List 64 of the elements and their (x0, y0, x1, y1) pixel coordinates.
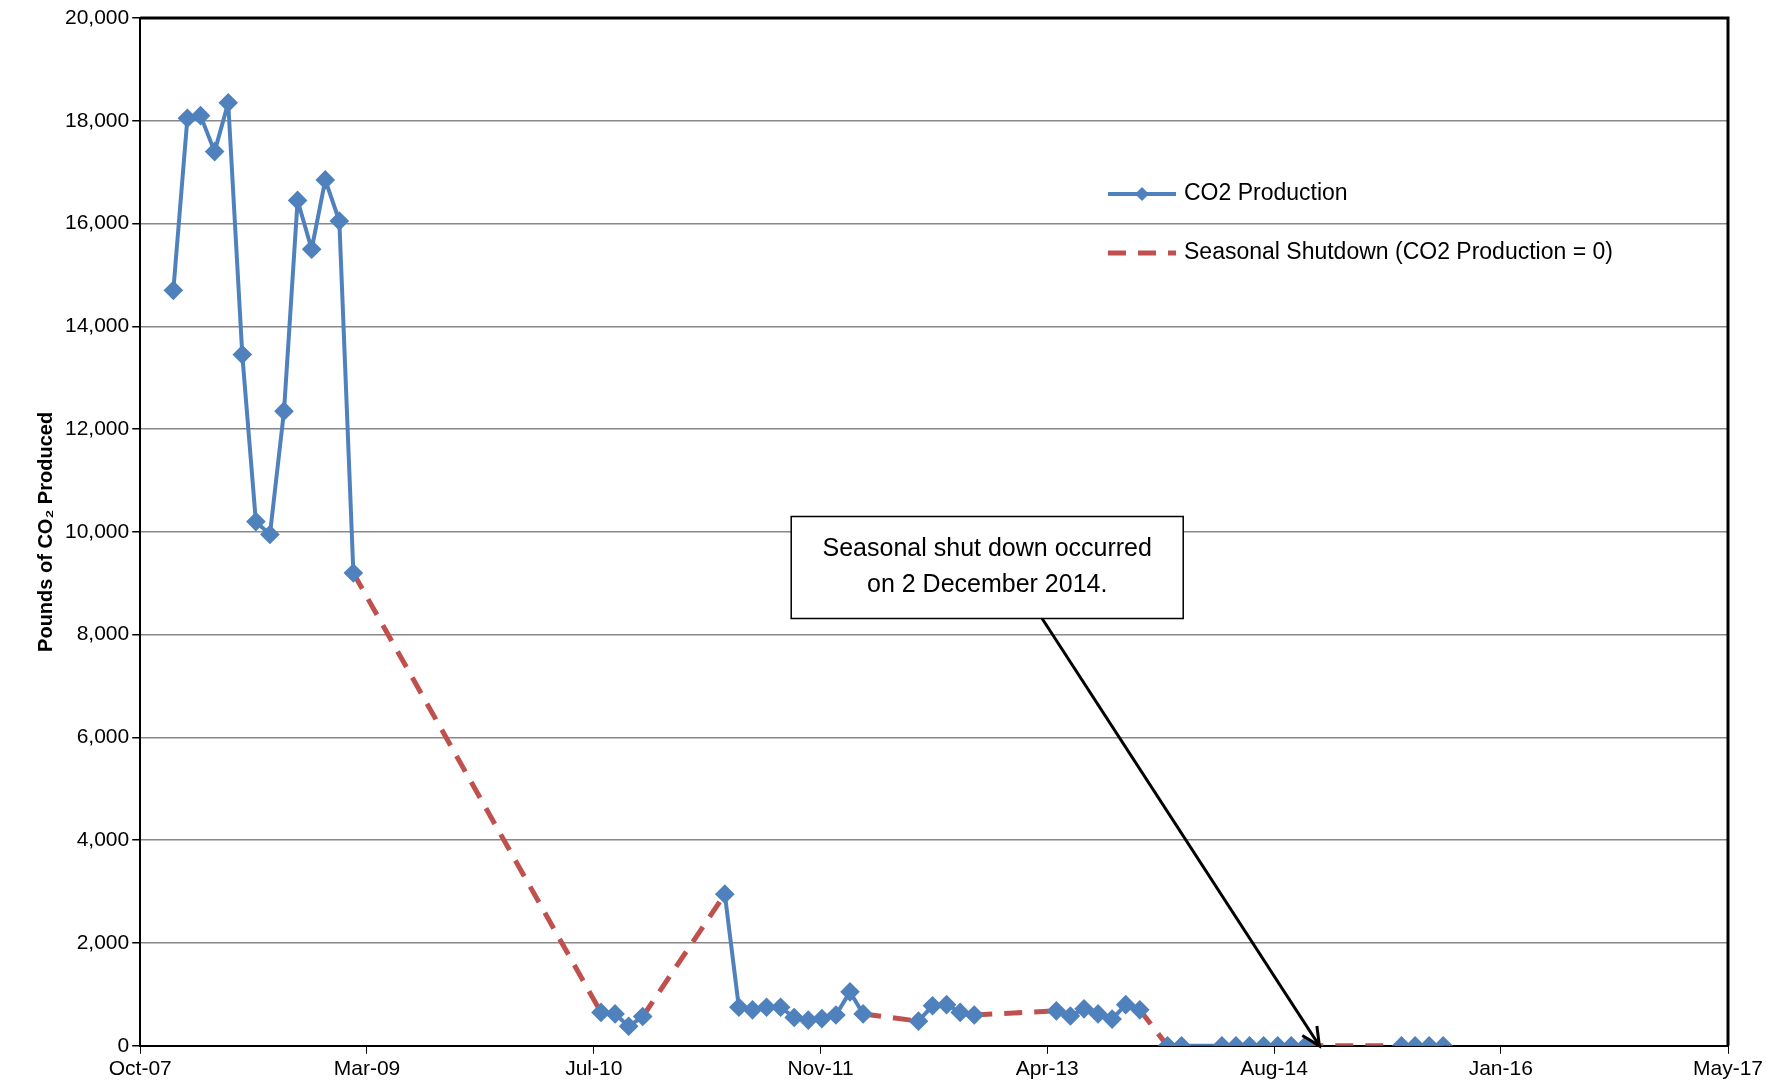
y-tick-label: 20,000 (65, 4, 130, 28)
y-tick-label: 10,000 (65, 518, 130, 542)
point (633, 1007, 652, 1026)
point (302, 240, 321, 259)
point (1116, 995, 1135, 1014)
y-tick-label: 14,000 (65, 313, 130, 337)
point (757, 998, 776, 1017)
point (965, 1005, 984, 1024)
x-tick-label: Jul-10 (565, 1056, 623, 1080)
point (260, 525, 279, 544)
point (854, 1004, 873, 1023)
y-tick-label: 2,000 (76, 929, 130, 953)
x-tick-label: Mar-09 (333, 1056, 401, 1080)
point (1047, 1001, 1066, 1020)
point (1075, 999, 1093, 1018)
point (840, 982, 859, 1001)
point (619, 1017, 638, 1036)
point (246, 512, 265, 531)
point (219, 93, 238, 112)
y-tick-label: 0 (117, 1032, 130, 1056)
point (729, 998, 748, 1017)
point (1103, 1010, 1122, 1029)
x-tick-label: May-17 (1692, 1056, 1764, 1080)
point (592, 1003, 611, 1022)
point (951, 1003, 970, 1022)
legend-label: Seasonal Shutdown (CO2 Production = 0) (1184, 238, 1613, 265)
point (233, 345, 252, 364)
point (288, 191, 307, 210)
y-tick-label: 18,000 (65, 107, 130, 131)
point (1061, 1006, 1080, 1025)
point (799, 1011, 818, 1030)
y-tick-label: 4,000 (76, 827, 130, 851)
y-axis-title: Pounds of CO₂ Produced (33, 411, 56, 652)
y-tick-label: 16,000 (65, 210, 130, 234)
point (316, 170, 335, 189)
x-tick-label: Aug-14 (1240, 1056, 1309, 1080)
point (785, 1008, 804, 1027)
point (715, 885, 734, 904)
point (826, 1005, 845, 1024)
point (330, 211, 349, 230)
point (191, 106, 210, 125)
y-tick-label: 8,000 (76, 621, 130, 645)
y-tick-label: 12,000 (65, 415, 130, 439)
point (606, 1004, 625, 1023)
x-tick-label: Oct-07 (108, 1056, 172, 1080)
point (771, 998, 790, 1017)
point (937, 995, 956, 1014)
annotation: Seasonal shut down occurred on 2 December 2014. (822, 533, 1152, 598)
y-tick-label: 6,000 (76, 724, 130, 748)
x-tick-label: Apr-13 (1015, 1056, 1079, 1080)
point (1089, 1004, 1108, 1023)
point (812, 1009, 831, 1028)
point (1130, 1000, 1149, 1019)
point (178, 109, 197, 128)
point (164, 281, 183, 300)
x-tick-label: Jan-16 (1468, 1056, 1533, 1080)
point (344, 564, 363, 583)
point (275, 402, 293, 421)
point (923, 996, 942, 1015)
x-tick-label: Nov-11 (787, 1056, 854, 1080)
point (205, 142, 224, 161)
point (909, 1012, 928, 1031)
legend-label: CO2 Production (1184, 179, 1348, 206)
point (743, 1000, 762, 1019)
